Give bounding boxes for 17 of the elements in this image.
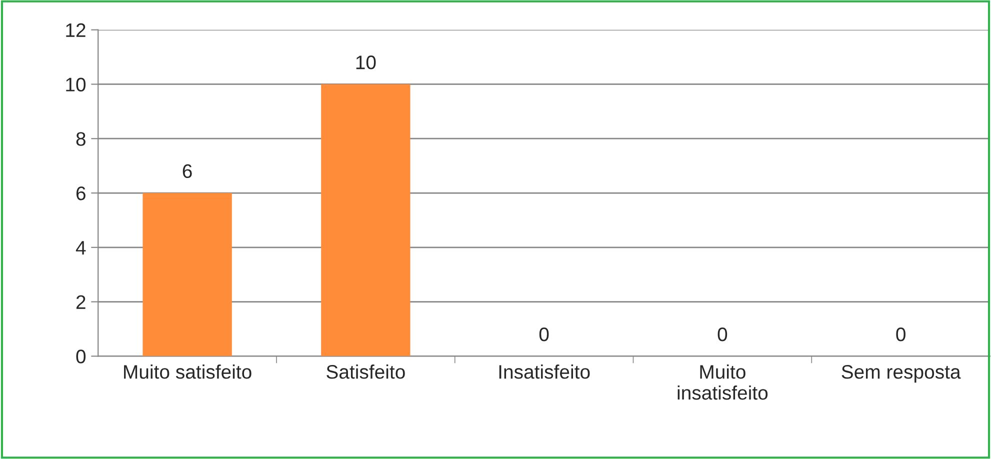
data-label: 10 [356,56,376,70]
data-label: 6 [182,164,192,178]
y-tick-label: 0 [76,350,86,364]
y-tick-label: 4 [76,241,86,254]
x-tick-label: Satisfeito [326,364,405,379]
x-tick-label: Insatisfeito [499,364,590,379]
x-tick-label: Sem resposta [842,365,961,383]
y-tick-label: 6 [76,186,86,200]
data-label: 0 [539,327,549,342]
y-tick-label: 2 [76,295,86,309]
y-tick-label: 12 [66,23,86,37]
y-tick-label: 10 [66,78,86,92]
x-tick-label: Muito satisfeito [124,364,252,379]
y-tick-label: 8 [76,132,86,146]
data-label: 0 [718,327,728,342]
x-tick-label: Muito insatisfeito [678,364,768,400]
data-label: 0 [896,327,906,342]
